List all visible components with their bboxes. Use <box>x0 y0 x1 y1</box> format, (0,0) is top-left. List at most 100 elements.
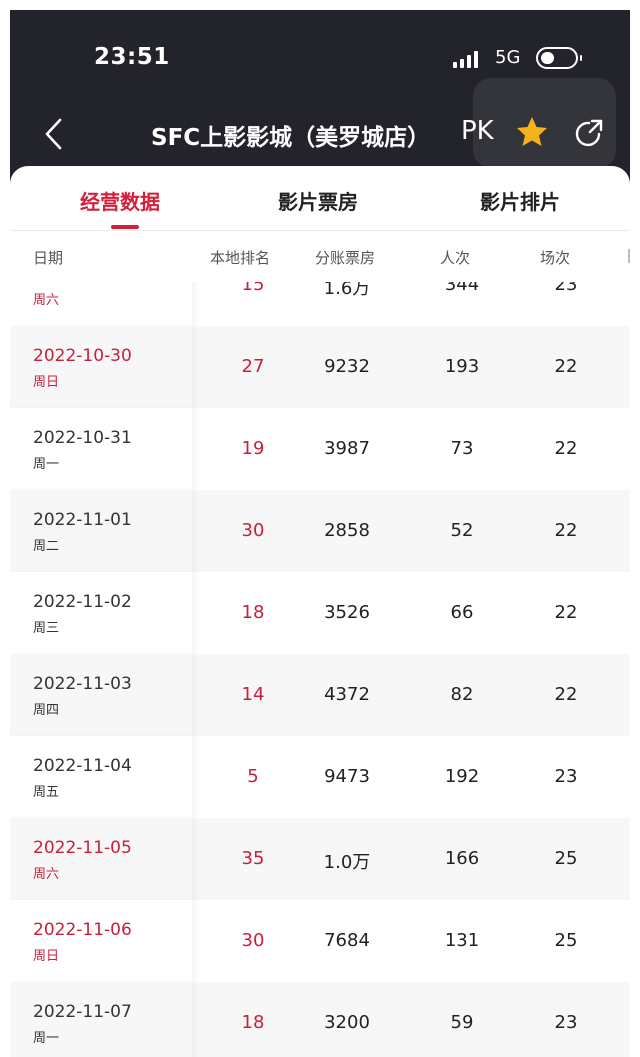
row-weekday: 周五 <box>33 785 60 800</box>
row-admissions: 52 <box>450 520 474 541</box>
date-cell: 2022-11-03 周四 <box>10 654 192 736</box>
row-local-rank: 18 <box>241 1012 265 1033</box>
table-row[interactable]: 2022-11-01 周二 30 2858 52 22 <box>10 490 630 572</box>
row-weekday: 周六 <box>33 293 60 308</box>
row-admissions: 73 <box>450 438 474 459</box>
table-row[interactable]: 2022-11-05 周六 35 1.0万 166 25 <box>10 818 630 900</box>
row-local-rank: 35 <box>241 848 265 869</box>
row-shows: 22 <box>554 520 578 541</box>
date-cell: 2022-10-29 周六 <box>10 282 192 326</box>
header-date: 日期 <box>33 249 64 267</box>
row-weekday: 周一 <box>33 1031 60 1046</box>
table-row[interactable]: 2022-10-31 周一 19 3987 73 22 <box>10 408 630 490</box>
share-icon[interactable] <box>572 116 606 150</box>
row-date: 2022-11-05 <box>33 838 132 858</box>
row-local-rank: 14 <box>241 684 265 705</box>
content-sheet: 经营数据 影片票房 影片排片 日期 本地排名 分账票房 人次 场次 2022-1… <box>10 166 630 1057</box>
date-cell: 2022-10-31 周一 <box>10 408 192 490</box>
battery-icon <box>536 47 578 69</box>
scroll-hint <box>628 249 630 263</box>
row-box-office: 7684 <box>324 930 370 951</box>
header-admissions: 人次 <box>440 249 471 267</box>
tab-business-data[interactable]: 经营数据 <box>80 190 160 214</box>
row-date: 2022-11-07 <box>33 1002 132 1022</box>
row-date: 2022-10-29 <box>33 282 132 284</box>
row-shows: 25 <box>554 930 578 951</box>
table-row[interactable]: 2022-11-06 周日 30 7684 131 25 <box>10 900 630 982</box>
top-bar <box>0 0 640 190</box>
battery-tip <box>580 55 582 61</box>
star-icon[interactable] <box>514 114 550 150</box>
row-weekday: 周三 <box>33 621 60 636</box>
pk-button[interactable]: PK <box>461 116 494 146</box>
date-cell: 2022-10-30 周日 <box>10 326 192 408</box>
row-local-rank: 5 <box>247 766 259 787</box>
row-admissions: 192 <box>444 766 480 787</box>
tab-film-box-office[interactable]: 影片票房 <box>278 190 358 214</box>
row-local-rank: 19 <box>241 438 265 459</box>
row-box-office: 3526 <box>324 602 370 623</box>
row-box-office: 3987 <box>324 438 370 459</box>
table-row[interactable]: 2022-11-04 周五 5 9473 192 23 <box>10 736 630 818</box>
row-weekday: 周二 <box>33 539 60 554</box>
row-admissions: 193 <box>444 356 480 377</box>
row-date: 2022-11-01 <box>33 510 132 530</box>
row-local-rank: 27 <box>241 356 265 377</box>
date-cell: 2022-11-01 周二 <box>10 490 192 572</box>
table-row[interactable]: 2022-10-29 周六 15 1.6万 344 23 <box>10 282 630 326</box>
table-body[interactable]: 2022-10-29 周六 15 1.6万 344 23 2022-10-30 周日 27 923… <box>10 282 630 1057</box>
row-date: 2022-11-04 <box>33 756 132 776</box>
row-box-office: 3200 <box>324 1012 370 1033</box>
row-local-rank: 15 <box>241 282 265 295</box>
row-admissions: 59 <box>450 1012 474 1033</box>
row-shows: 23 <box>554 1012 578 1033</box>
table-row[interactable]: 2022-11-07 周一 18 3200 59 23 <box>10 982 630 1057</box>
row-box-office: 9232 <box>324 356 370 377</box>
row-admissions: 131 <box>444 930 480 951</box>
row-weekday: 周一 <box>33 457 60 472</box>
back-arrow-icon[interactable] <box>40 112 70 156</box>
row-date: 2022-11-02 <box>33 592 132 612</box>
signal-icon <box>453 48 487 68</box>
row-shows: 22 <box>554 438 578 459</box>
capsule-overlay <box>473 78 616 168</box>
row-admissions: 66 <box>450 602 474 623</box>
row-box-office: 1.0万 <box>323 852 371 873</box>
row-admissions: 166 <box>444 848 480 869</box>
row-box-office: 9473 <box>324 766 370 787</box>
table-row[interactable]: 2022-11-02 周三 18 3526 66 22 <box>10 572 630 654</box>
row-shows: 22 <box>554 602 578 623</box>
row-date: 2022-11-06 <box>33 920 132 940</box>
tab-bar: 经营数据 影片票房 影片排片 <box>10 166 630 229</box>
row-date: 2022-10-31 <box>33 428 132 448</box>
row-shows: 23 <box>554 282 578 295</box>
row-weekday: 周四 <box>33 703 60 718</box>
row-local-rank: 30 <box>241 930 265 951</box>
row-weekday: 周日 <box>33 375 60 390</box>
tab-film-schedule[interactable]: 影片排片 <box>480 190 560 214</box>
table-row[interactable]: 2022-11-03 周四 14 4372 82 22 <box>10 654 630 736</box>
row-box-office: 2858 <box>324 520 370 541</box>
date-cell: 2022-11-04 周五 <box>10 736 192 818</box>
row-weekday: 周日 <box>33 949 60 964</box>
page-title: SFC上影影城（美罗城店） <box>151 125 431 151</box>
row-admissions: 82 <box>450 684 474 705</box>
row-local-rank: 18 <box>241 602 265 623</box>
row-box-office: 4372 <box>324 684 370 705</box>
header-box-office: 分账票房 <box>315 249 376 267</box>
date-cell: 2022-11-05 周六 <box>10 818 192 900</box>
header-local-rank: 本地排名 <box>210 249 271 267</box>
screen-border <box>0 0 640 10</box>
row-shows: 22 <box>554 356 578 377</box>
date-cell: 2022-11-02 周三 <box>10 572 192 654</box>
row-shows: 25 <box>554 848 578 869</box>
header-shows: 场次 <box>540 249 571 267</box>
row-shows: 22 <box>554 684 578 705</box>
network-type: 5G <box>495 47 521 68</box>
row-box-office: 1.6万 <box>323 282 371 299</box>
table-row[interactable]: 2022-10-30 周日 27 9232 193 22 <box>10 326 630 408</box>
date-cell: 2022-11-07 周一 <box>10 982 192 1057</box>
row-date: 2022-11-03 <box>33 674 132 694</box>
row-admissions: 344 <box>444 282 480 295</box>
